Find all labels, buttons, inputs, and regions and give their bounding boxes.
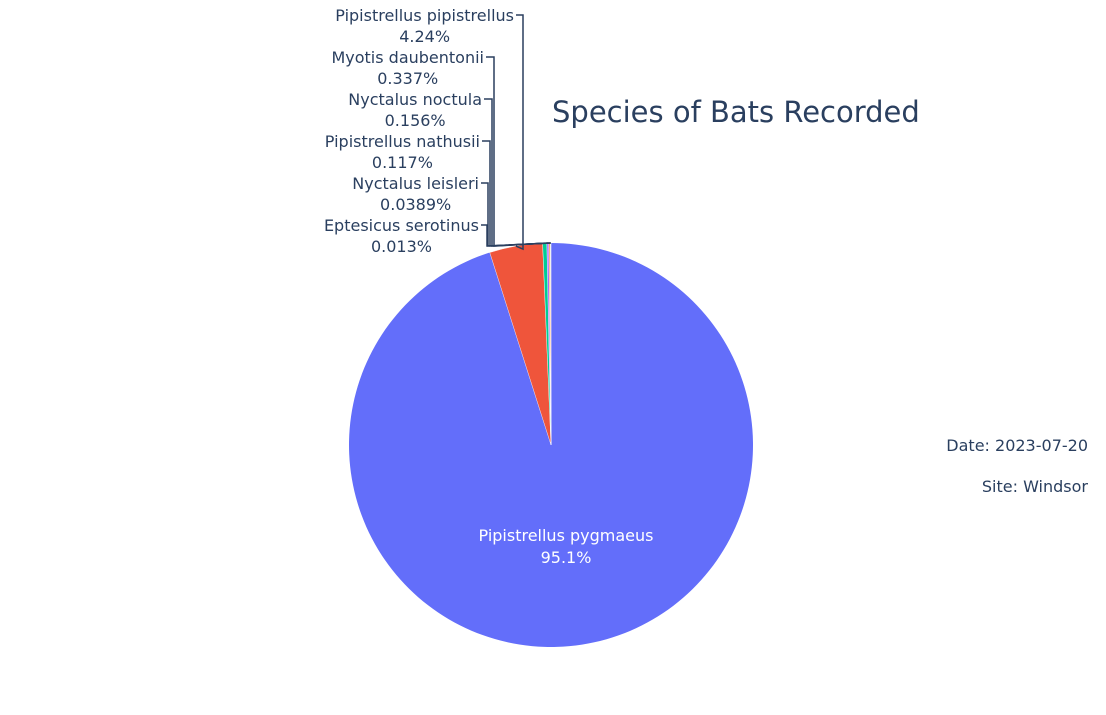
slice-label-nyctalus-leisleri: Nyctalus leisleri <box>352 174 479 193</box>
slice-percent-eptesicus-serotinus: 0.013% <box>371 237 432 256</box>
leader-line-eptesicus-serotinus <box>481 224 551 247</box>
slice-label-percent: 95.1% <box>541 548 592 567</box>
slice-percent-nyctalus-leisleri: 0.0389% <box>380 195 451 214</box>
slice-label-eptesicus-serotinus: Eptesicus serotinus <box>324 216 479 235</box>
chart-title: Species of Bats Recorded <box>552 95 920 129</box>
slice-percent-pipistrellus-pipistrellus: 4.24% <box>399 27 450 46</box>
slice-labels: Pipistrellus pygmaeus 95.1% Pipistrellus p… <box>324 6 654 567</box>
slice-percent-pipistrellus-nathusii: 0.117% <box>372 153 433 172</box>
leader-line-pipistrellus-pipistrellus <box>515 14 524 251</box>
leader-line-myotis-daubentonii <box>486 56 545 247</box>
slice-percent-myotis-daubentonii: 0.337% <box>377 69 438 88</box>
site-annotation: Site: Windsor <box>981 477 1088 496</box>
slice-label-pipistrellus-pipistrellus: Pipistrellus pipistrellus <box>335 6 514 25</box>
slice-label-name: Pipistrellus pygmaeus <box>479 526 654 545</box>
date-annotation: Date: 2023-07-20 <box>946 436 1088 455</box>
pie-slices <box>349 242 754 647</box>
slice-label-pipistrellus-nathusii: Pipistrellus nathusii <box>325 132 480 151</box>
slice-percent-nyctalus-noctula: 0.156% <box>385 111 446 130</box>
slice-label-nyctalus-noctula: Nyctalus noctula <box>348 90 482 109</box>
leader-lines <box>481 14 551 251</box>
slice-label-myotis-daubentonii: Myotis daubentonii <box>331 48 484 67</box>
